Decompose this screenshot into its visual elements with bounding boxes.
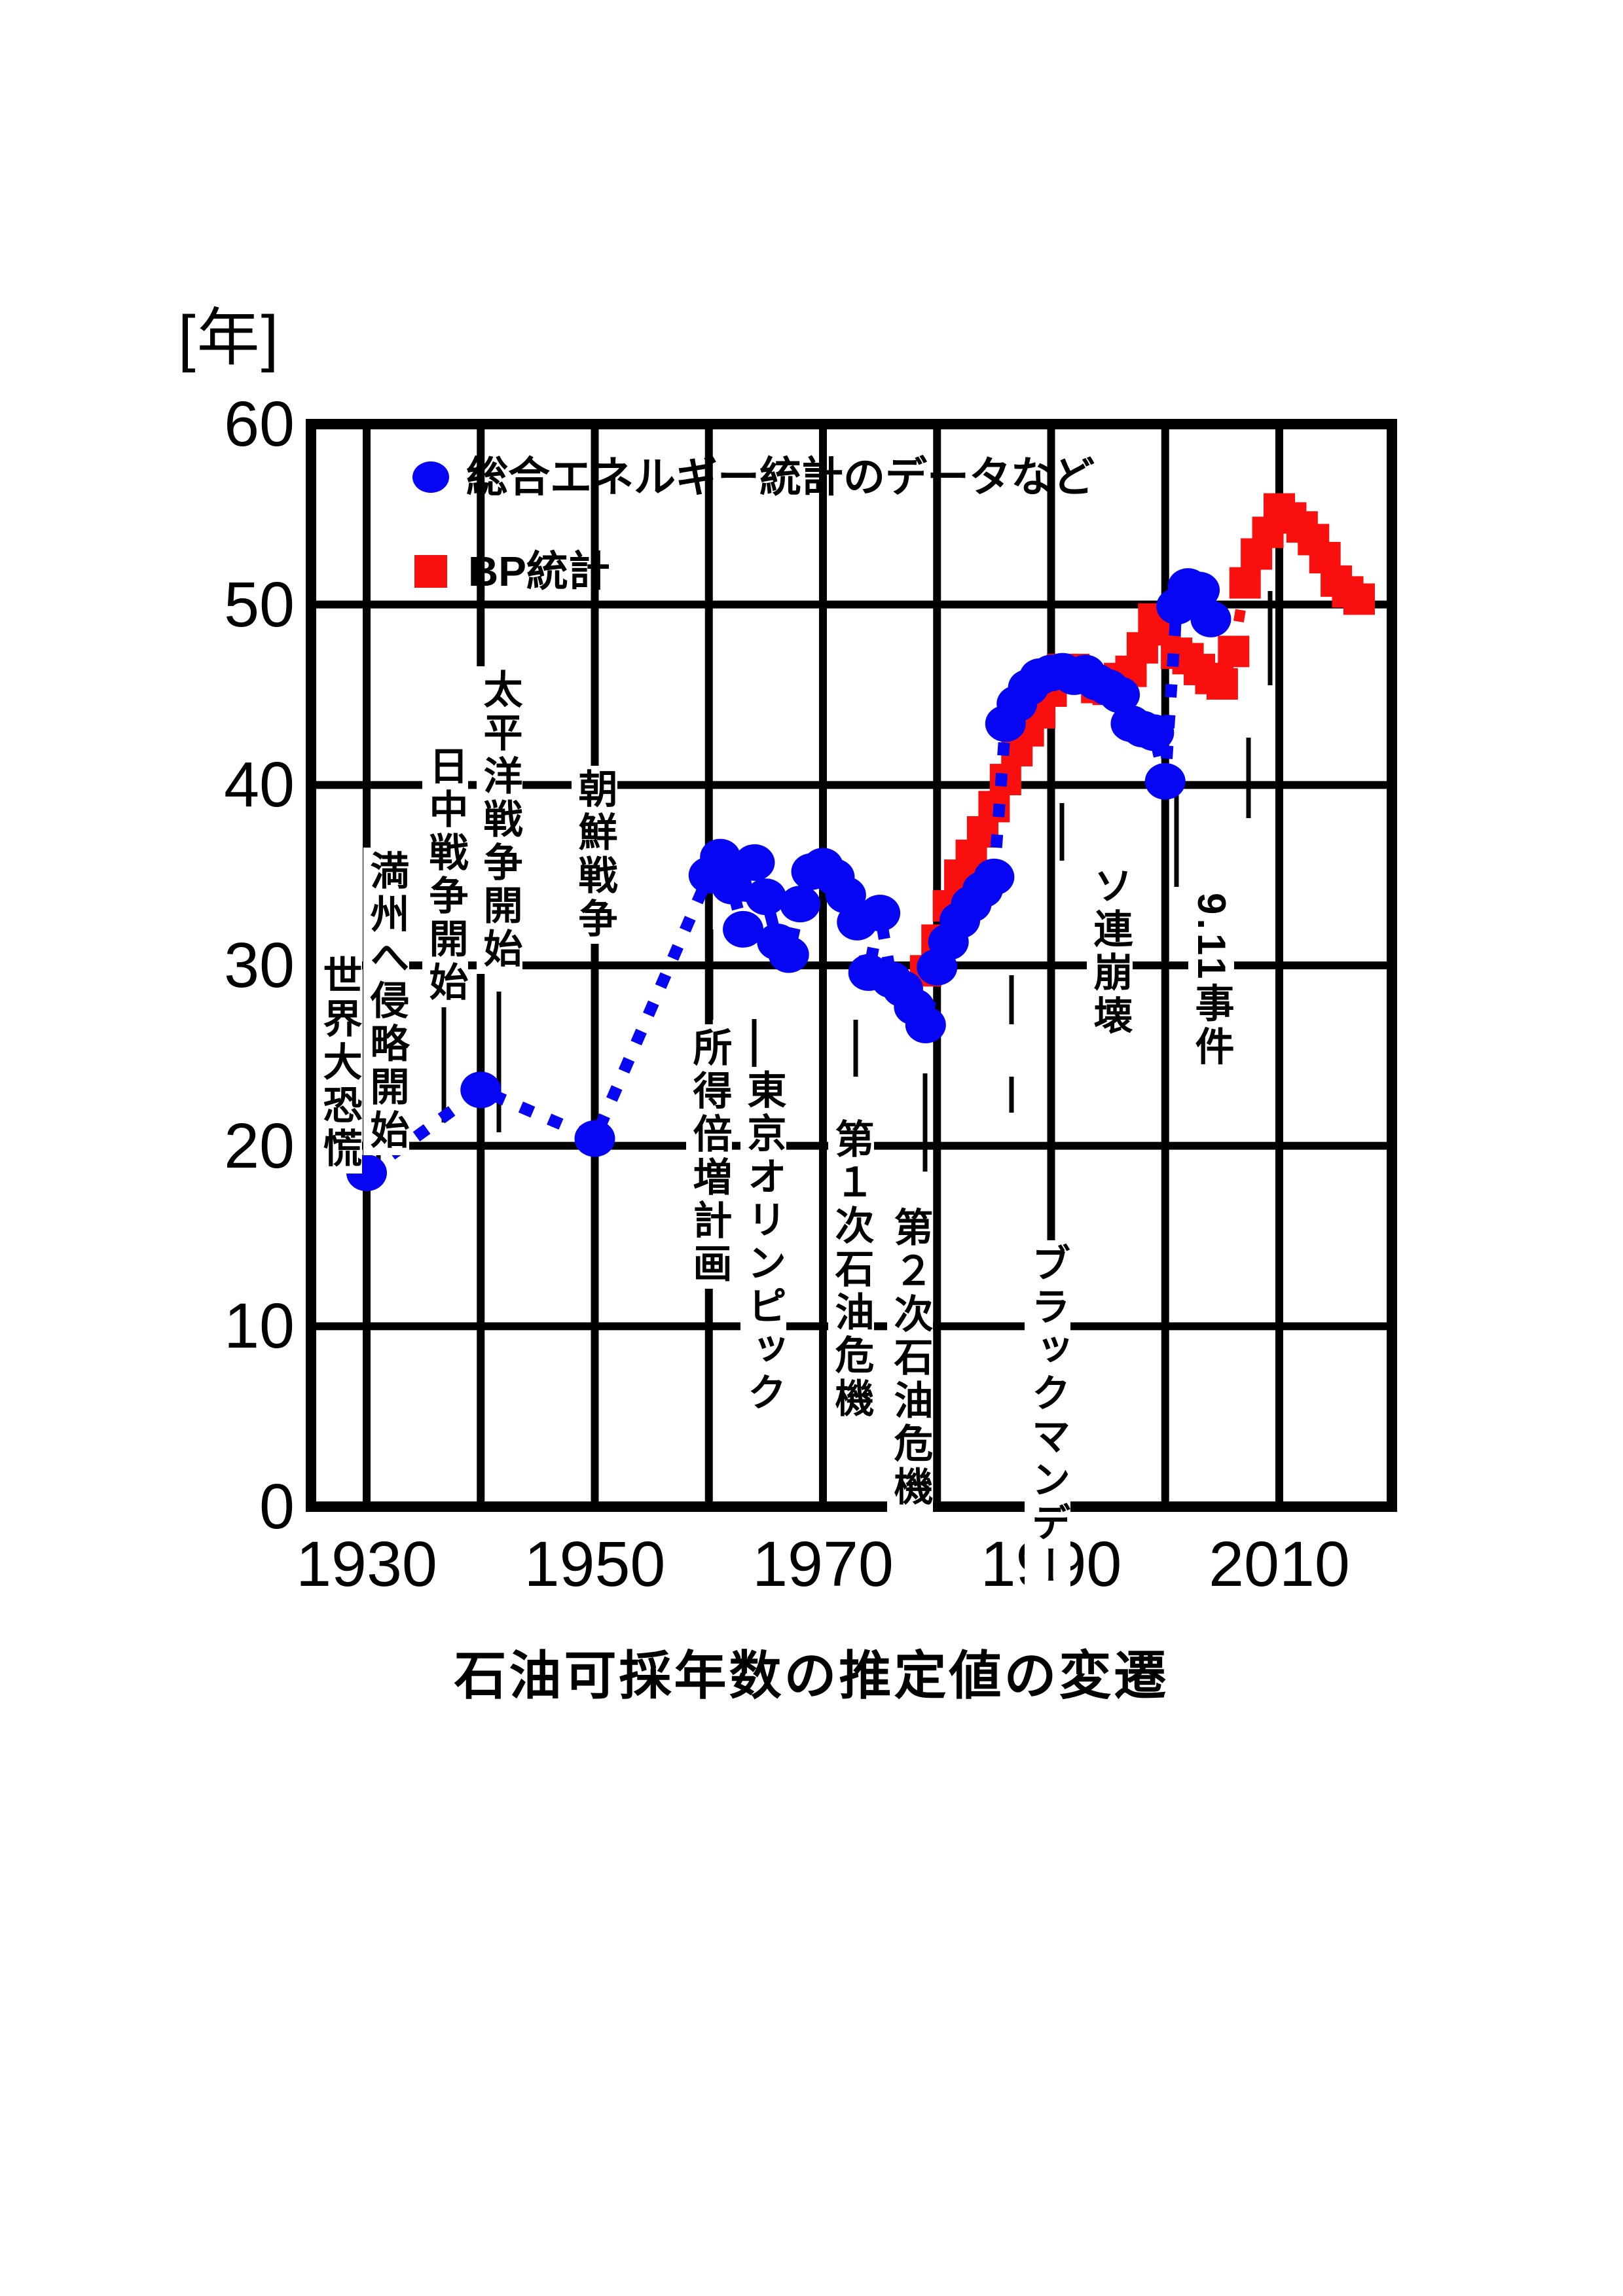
data-point-energy xyxy=(700,838,741,876)
y-axis-tick-label: 20 xyxy=(224,1109,295,1181)
data-point-energy xyxy=(1144,762,1186,800)
x-axis-tick-label: 1970 xyxy=(752,1528,894,1600)
data-point-energy xyxy=(723,910,764,948)
data-point-energy xyxy=(1190,600,1231,637)
legend-label: BP統計 xyxy=(468,548,610,595)
event-annotation: 朝鮮戦争 xyxy=(572,766,617,944)
y-axis-tick-label: 50 xyxy=(224,568,295,640)
blue-circle-marker-icon xyxy=(412,461,449,493)
event-annotation: 太平洋戦争開始 xyxy=(477,666,522,974)
x-axis-tick-label: 2010 xyxy=(1209,1528,1350,1600)
legend-item-energy-stats: 総合エネルギー統計のデータなど xyxy=(412,454,1095,500)
data-point-bp xyxy=(1229,567,1261,599)
x-axis-tick-label: 1950 xyxy=(524,1528,666,1600)
legend-item-bp-stats: BP統計 xyxy=(414,548,610,594)
data-point-energy xyxy=(745,878,786,916)
data-point-energy xyxy=(574,1120,615,1157)
x-axis-tick-label: 1930 xyxy=(296,1528,437,1600)
data-point-energy xyxy=(1133,714,1175,751)
data-point-energy xyxy=(780,886,821,923)
y-axis-tick-label: 30 xyxy=(224,929,295,1001)
data-point-energy xyxy=(1179,571,1220,609)
event-annotation: 第２次石油危機 xyxy=(887,1204,933,1512)
chart-title: 石油可採年数の推定値の変遷 xyxy=(454,1647,1169,1705)
red-square-marker-icon xyxy=(414,555,447,588)
event-annotation: 満州へ侵略開始 xyxy=(363,848,409,1155)
event-annotation: 9.11事件 xyxy=(1188,890,1234,1072)
event-annotation: ソ連崩壊 xyxy=(1087,863,1133,1041)
data-point-energy xyxy=(905,1006,946,1043)
event-annotation: 第１次石油危機 xyxy=(828,1116,874,1424)
data-point-energy xyxy=(1099,676,1140,713)
data-point-bp xyxy=(1343,583,1375,615)
plot-frame xyxy=(306,419,1397,1512)
event-annotation: 東京オリンピック xyxy=(740,1067,786,1418)
event-annotation: ブラックマンデー xyxy=(1025,1240,1070,1591)
event-annotation: 世界大恐慌 xyxy=(316,952,362,1174)
event-annotation: 日中戦争開始 xyxy=(422,743,468,1007)
data-point-energy xyxy=(460,1071,501,1109)
y-axis-tick-label: 0 xyxy=(259,1471,295,1542)
legend-label: 総合エネルギー統計のデータなど xyxy=(466,454,1095,501)
data-point-energy xyxy=(768,936,809,973)
data-point-energy xyxy=(734,844,775,881)
y-axis-tick-label: 10 xyxy=(224,1290,295,1362)
y-axis-tick-label: 60 xyxy=(224,387,295,459)
data-point-bp xyxy=(1218,636,1250,668)
data-point-energy xyxy=(860,895,901,932)
event-annotation: 所得倍増計画 xyxy=(686,1024,732,1289)
y-axis-unit-label: [年] xyxy=(178,303,280,373)
data-point-bp xyxy=(1206,668,1238,700)
y-axis-tick-label: 40 xyxy=(224,749,295,821)
data-point-energy xyxy=(974,858,1015,895)
